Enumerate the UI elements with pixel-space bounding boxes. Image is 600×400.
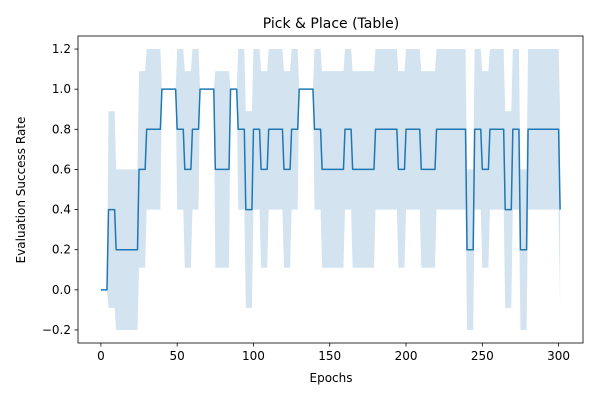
x-tick-label: 200 (395, 349, 418, 363)
x-tick-label: 250 (471, 349, 494, 363)
x-axis-label: Epochs (310, 371, 353, 385)
x-tick-label: 0 (97, 349, 105, 363)
confidence-band-0 (100, 49, 561, 330)
y-tick-label: 0.6 (52, 162, 71, 176)
axis-ticks: 0 50 100 150 200 250 300 −0.2 0.0 0.2 0.4 0.6 0.8 1.0… (42, 42, 570, 363)
y-axis-label: Evaluation Success Rate (14, 117, 28, 264)
x-tick-label: 300 (547, 349, 570, 363)
y-tick-label: −0.2 (42, 323, 71, 337)
y-tick-label: 0.2 (52, 243, 71, 257)
y-tick-label: 1.0 (52, 82, 71, 96)
x-tick-label: 50 (170, 349, 185, 363)
plot-area (100, 49, 561, 330)
y-tick-label: 1.2 (52, 42, 71, 56)
x-tick-label: 150 (318, 349, 341, 363)
axes-frame (77, 35, 584, 344)
y-tick-label: 0.8 (52, 122, 71, 136)
y-tick-label: 0.0 (52, 283, 71, 297)
series-line-0 (100, 88, 561, 291)
x-tick-label: 100 (242, 349, 265, 363)
y-tick-label: 0.4 (52, 203, 71, 217)
chart-title: Pick & Place (Table) (263, 16, 399, 32)
